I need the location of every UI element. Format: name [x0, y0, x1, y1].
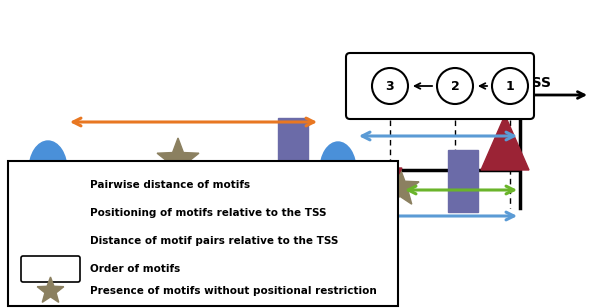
- Text: 1: 1: [506, 79, 514, 92]
- Bar: [448, 150, 478, 212]
- Polygon shape: [481, 115, 529, 170]
- Text: Presence of motifs without positional restriction: Presence of motifs without positional re…: [90, 286, 377, 296]
- Ellipse shape: [29, 141, 67, 199]
- Circle shape: [372, 68, 408, 104]
- Circle shape: [492, 68, 528, 104]
- Text: Positioning of motifs relative to the TSS: Positioning of motifs relative to the TS…: [90, 208, 326, 218]
- Ellipse shape: [320, 142, 356, 198]
- Polygon shape: [37, 277, 64, 302]
- Text: 2: 2: [451, 79, 460, 92]
- Polygon shape: [381, 168, 419, 204]
- FancyBboxPatch shape: [21, 256, 80, 282]
- Text: 3: 3: [386, 79, 394, 92]
- Text: Order of motifs: Order of motifs: [90, 264, 180, 274]
- Polygon shape: [358, 168, 402, 208]
- Text: Pairwise distance of motifs: Pairwise distance of motifs: [90, 180, 250, 190]
- Polygon shape: [157, 138, 199, 178]
- Bar: [8, 161, 398, 306]
- Text: Distance of motif pairs relative to the TSS: Distance of motif pairs relative to the …: [90, 236, 338, 246]
- Bar: [278, 118, 308, 170]
- Text: TSS: TSS: [523, 76, 552, 90]
- FancyBboxPatch shape: [346, 53, 534, 119]
- Polygon shape: [93, 168, 137, 208]
- Circle shape: [437, 68, 473, 104]
